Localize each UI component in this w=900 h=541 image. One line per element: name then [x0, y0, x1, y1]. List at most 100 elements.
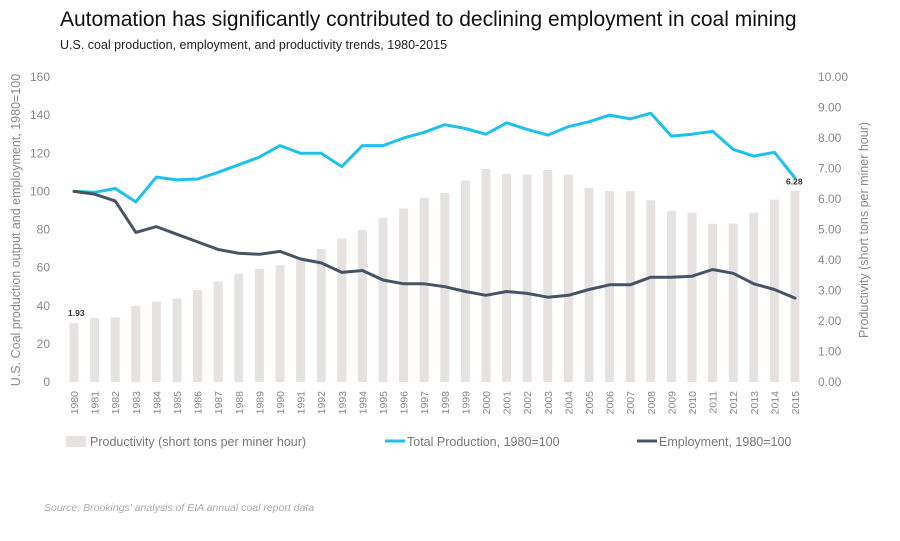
right-tick-label: 2.00: [818, 314, 842, 328]
productivity-bar-2012: [728, 223, 738, 382]
right-tick-label: 7.00: [818, 162, 842, 176]
productivity-bar-1987: [213, 281, 223, 382]
x-tick-label-1988: 1988: [234, 391, 246, 415]
productivity-bar-1984: [151, 301, 161, 382]
productivity-bar-1999: [460, 180, 470, 382]
productivity-bar-1992: [316, 249, 326, 382]
productivity-bar-2009: [666, 210, 676, 382]
x-tick-label-1984: 1984: [151, 391, 163, 415]
productivity-bar-1982: [110, 317, 120, 382]
lines-layer: [72, 111, 797, 300]
left-tick-label: 60: [37, 261, 51, 275]
x-tick-label-1986: 1986: [193, 391, 205, 415]
productivity-bar-2010: [687, 212, 697, 382]
x-tick-label-1994: 1994: [357, 391, 369, 415]
left-tick-label: 20: [37, 337, 51, 351]
x-tick-label-2003: 2003: [543, 391, 555, 415]
x-tick-label-1981: 1981: [90, 391, 102, 415]
productivity-bar-2008: [646, 200, 656, 382]
x-tick-label-1991: 1991: [296, 391, 308, 415]
right-axis-ticks: 0.00 1.00 2.00 3.00 4.00 5.00 6.00 7.00 8.00 9.00…: [818, 70, 848, 389]
productivity-bar-2006: [605, 191, 615, 382]
productivity-bar-1980: [69, 323, 79, 382]
productivity-bar-2011: [708, 223, 718, 382]
x-tick-label-1996: 1996: [399, 391, 411, 415]
x-tick-label-1983: 1983: [131, 391, 143, 415]
left-tick-label: 120: [30, 146, 50, 160]
right-tick-label: 5.00: [818, 223, 842, 237]
productivity-bar-2004: [563, 174, 573, 382]
right-tick-label: 9.00: [818, 101, 842, 115]
productivity-bar-1990: [275, 265, 285, 382]
x-tick-label-1982: 1982: [110, 391, 122, 415]
productivity-bar-1985: [172, 298, 182, 382]
productivity-bar-2002: [522, 174, 532, 382]
productivity-bar-1993: [337, 238, 347, 382]
x-tick-label-2012: 2012: [728, 391, 740, 415]
x-tick-label-2014: 2014: [769, 391, 781, 415]
productivity-bar-1989: [254, 269, 264, 382]
productivity-bar-2007: [625, 191, 635, 382]
x-tick-label-1995: 1995: [378, 391, 390, 415]
legend-label-employment: Employment, 1980=100: [659, 435, 791, 449]
chart-title: Automation has significantly contributed…: [60, 8, 797, 31]
x-tick-label-2007: 2007: [625, 391, 637, 415]
annotations-layer: 1.93 6.28: [68, 177, 803, 319]
x-tick-label-1992: 1992: [316, 391, 328, 415]
x-tick-label-2008: 2008: [646, 391, 658, 415]
legend-swatch-productivity: [66, 436, 86, 447]
right-tick-label: 1.00: [818, 345, 842, 359]
productivity-bar-1995: [378, 217, 388, 382]
legend-label-productivity: Productivity (short tons per miner hour): [90, 435, 306, 449]
productivity-bar-2003: [543, 170, 553, 382]
x-tick-label-1980: 1980: [69, 391, 81, 415]
x-tick-label-2006: 2006: [605, 391, 617, 415]
x-tick-label-1993: 1993: [337, 391, 349, 415]
bars-layer: [69, 168, 800, 383]
x-tick-label-1998: 1998: [440, 391, 452, 415]
annotation-last-productivity: 6.28: [786, 177, 803, 187]
productivity-bar-2005: [584, 188, 594, 382]
employment-line: [72, 189, 797, 300]
x-tick-label-2005: 2005: [584, 391, 596, 415]
productivity-bar-1988: [234, 273, 244, 382]
chart-subtitle: U.S. coal production, employment, and pr…: [60, 38, 448, 52]
right-axis-title: Productivity (short tons per miner hour): [857, 122, 871, 338]
right-tick-label: 0.00: [818, 375, 842, 389]
productivity-bar-2015: [790, 190, 800, 382]
legend: Productivity (short tons per miner hour)…: [66, 435, 791, 449]
left-tick-label: 0: [43, 375, 50, 389]
x-axis-ticks: 1980 1981 1982 1983 1984 1985 1986 1987 1988 1989…: [69, 391, 802, 415]
left-tick-label: 40: [37, 299, 51, 313]
productivity-bar-1997: [419, 197, 429, 382]
annotation-first-productivity: 1.93: [68, 308, 85, 318]
x-tick-label-2004: 2004: [563, 391, 575, 415]
x-tick-label-2002: 2002: [522, 391, 534, 415]
x-tick-label-2000: 2000: [481, 391, 493, 415]
x-tick-label-2013: 2013: [749, 391, 761, 415]
left-tick-label: 140: [30, 108, 50, 122]
productivity-bar-1981: [90, 317, 100, 382]
x-tick-label-2009: 2009: [666, 391, 678, 415]
x-tick-label-1989: 1989: [254, 391, 266, 415]
right-tick-label: 3.00: [818, 284, 842, 298]
productivity-bar-2000: [481, 168, 491, 382]
right-tick-label: 6.00: [818, 192, 842, 206]
x-tick-label-1990: 1990: [275, 391, 287, 415]
left-axis-ticks: 0 20 40 60 80 100 120 140 160: [30, 70, 50, 389]
x-tick-label-1999: 1999: [460, 391, 472, 415]
x-tick-label-2011: 2011: [708, 391, 720, 414]
x-tick-label-2015: 2015: [790, 391, 802, 415]
right-tick-label: 8.00: [818, 131, 842, 145]
right-tick-label: 4.00: [818, 253, 842, 267]
x-tick-label-1987: 1987: [213, 391, 225, 415]
right-tick-label: 10.00: [818, 70, 848, 84]
left-tick-label: 80: [37, 223, 51, 237]
x-tick-label-2001: 2001: [502, 391, 514, 415]
source-note: Source: Brookings' analysis of EIA annua…: [44, 502, 315, 514]
left-tick-label: 160: [30, 70, 50, 84]
productivity-bar-2013: [749, 212, 759, 382]
x-tick-label-2010: 2010: [687, 391, 699, 415]
productivity-bar-1996: [399, 208, 409, 382]
